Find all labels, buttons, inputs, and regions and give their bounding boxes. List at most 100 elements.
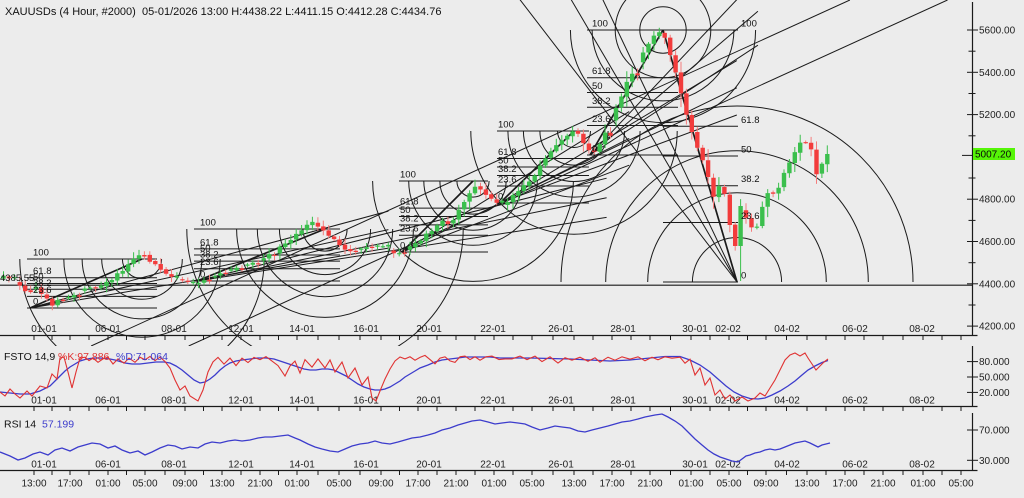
svg-text:20.000: 20.000	[979, 388, 1010, 399]
svg-text:02-02: 02-02	[715, 396, 741, 407]
svg-text:06-01: 06-01	[95, 324, 121, 335]
svg-text:21:00: 21:00	[870, 479, 895, 490]
svg-text:08-02: 08-02	[909, 396, 935, 407]
svg-text:61.8: 61.8	[200, 237, 219, 248]
svg-text:02-02: 02-02	[715, 460, 741, 471]
svg-text:08-01: 08-01	[161, 324, 187, 335]
svg-text:01:00: 01:00	[95, 479, 120, 490]
svg-text:16-01: 16-01	[353, 460, 379, 471]
svg-text:4200.00: 4200.00	[979, 322, 1016, 333]
svg-text:26-01: 26-01	[548, 396, 574, 407]
svg-text:100: 100	[741, 19, 757, 30]
svg-text:12-01: 12-01	[228, 396, 254, 407]
svg-text:20-01: 20-01	[416, 324, 442, 335]
svg-text:61.8: 61.8	[33, 266, 52, 277]
svg-text:30.000: 30.000	[979, 456, 1010, 467]
svg-text:13:00: 13:00	[209, 479, 234, 490]
svg-text:38.2: 38.2	[33, 278, 52, 289]
svg-text:20-01: 20-01	[416, 460, 442, 471]
svg-text:12-01: 12-01	[228, 460, 254, 471]
svg-text:0: 0	[33, 297, 38, 308]
svg-text:26-01: 26-01	[548, 324, 574, 335]
svg-text:0: 0	[592, 144, 597, 155]
svg-text:17:00: 17:00	[405, 479, 430, 490]
svg-text:23.6: 23.6	[741, 211, 760, 222]
svg-text:23.6: 23.6	[400, 224, 419, 235]
svg-text:13:00: 13:00	[561, 479, 586, 490]
svg-text:06-01: 06-01	[95, 396, 121, 407]
svg-text:28-01: 28-01	[610, 460, 636, 471]
svg-text:23.6: 23.6	[200, 257, 219, 268]
svg-text:17:00: 17:00	[57, 479, 82, 490]
svg-text:08-01: 08-01	[161, 460, 187, 471]
svg-text:38.2: 38.2	[741, 174, 760, 185]
svg-text:28-01: 28-01	[610, 324, 636, 335]
svg-text:14-01: 14-01	[289, 396, 315, 407]
svg-text:04-02: 04-02	[774, 396, 800, 407]
svg-text:100: 100	[498, 120, 514, 131]
svg-text:21:00: 21:00	[443, 479, 468, 490]
svg-text:100: 100	[400, 170, 416, 181]
svg-text:0: 0	[400, 241, 405, 252]
svg-text:22-01: 22-01	[480, 324, 506, 335]
svg-text:05:00: 05:00	[948, 479, 973, 490]
svg-text:38.2: 38.2	[200, 250, 219, 261]
svg-text:50.000: 50.000	[979, 373, 1010, 384]
svg-text:16-01: 16-01	[353, 396, 379, 407]
svg-text:08-02: 08-02	[909, 460, 935, 471]
svg-text:01:00: 01:00	[678, 479, 703, 490]
svg-text:12-01: 12-01	[228, 324, 254, 335]
svg-text:21:00: 21:00	[637, 479, 662, 490]
svg-text:50: 50	[200, 244, 211, 255]
svg-text:09:00: 09:00	[753, 479, 778, 490]
svg-text:5200.00: 5200.00	[979, 110, 1016, 121]
svg-text:20-01: 20-01	[416, 396, 442, 407]
svg-text:57.199: 57.199	[42, 419, 74, 431]
svg-text:22-01: 22-01	[480, 460, 506, 471]
svg-text:4385.55: 4385.55	[0, 273, 34, 284]
svg-text:5600.00: 5600.00	[979, 26, 1016, 37]
svg-text:50: 50	[592, 81, 603, 92]
svg-text:05:00: 05:00	[326, 479, 351, 490]
svg-text:04-02: 04-02	[774, 460, 800, 471]
svg-text:04-02: 04-02	[774, 324, 800, 335]
svg-text:26-01: 26-01	[548, 460, 574, 471]
svg-text:08-02: 08-02	[909, 324, 935, 335]
svg-text:14-01: 14-01	[289, 324, 315, 335]
svg-text:17:00: 17:00	[832, 479, 857, 490]
svg-text:14-01: 14-01	[289, 460, 315, 471]
svg-text:38.2: 38.2	[400, 213, 419, 224]
svg-text:4800.00: 4800.00	[979, 195, 1016, 206]
svg-text:06-02: 06-02	[842, 460, 868, 471]
svg-text:4400.00: 4400.00	[979, 279, 1016, 290]
svg-text:61.8: 61.8	[498, 147, 517, 158]
svg-text:5007.20: 5007.20	[975, 150, 1012, 161]
svg-text:30-01: 30-01	[682, 324, 708, 335]
svg-text:0: 0	[200, 270, 205, 281]
svg-text:09:00: 09:00	[368, 479, 393, 490]
svg-text:06-02: 06-02	[842, 324, 868, 335]
svg-text:06-02: 06-02	[842, 396, 868, 407]
svg-text:23.6: 23.6	[498, 175, 517, 186]
svg-text:01-01: 01-01	[31, 460, 57, 471]
svg-text:RSI 14: RSI 14	[4, 419, 36, 431]
svg-text:06-01: 06-01	[95, 460, 121, 471]
svg-text:08-01: 08-01	[161, 396, 187, 407]
svg-text:30-01: 30-01	[682, 460, 708, 471]
svg-text:38.2: 38.2	[592, 96, 611, 107]
svg-text:13:00: 13:00	[794, 479, 819, 490]
svg-text:%D:71.064: %D:71.064	[116, 351, 168, 363]
svg-text:100: 100	[200, 218, 216, 229]
svg-text:01:00: 01:00	[910, 479, 935, 490]
svg-text:61.8: 61.8	[592, 66, 611, 77]
svg-text:100: 100	[33, 248, 49, 259]
svg-text:01:00: 01:00	[284, 479, 309, 490]
svg-text:100: 100	[592, 19, 608, 30]
svg-text:01-01: 01-01	[31, 396, 57, 407]
svg-text:61.8: 61.8	[741, 115, 760, 126]
svg-text:30-01: 30-01	[682, 396, 708, 407]
svg-text:17:00: 17:00	[599, 479, 624, 490]
svg-text:50: 50	[498, 156, 509, 167]
svg-text:01:00: 01:00	[481, 479, 506, 490]
svg-text:09:00: 09:00	[172, 479, 197, 490]
